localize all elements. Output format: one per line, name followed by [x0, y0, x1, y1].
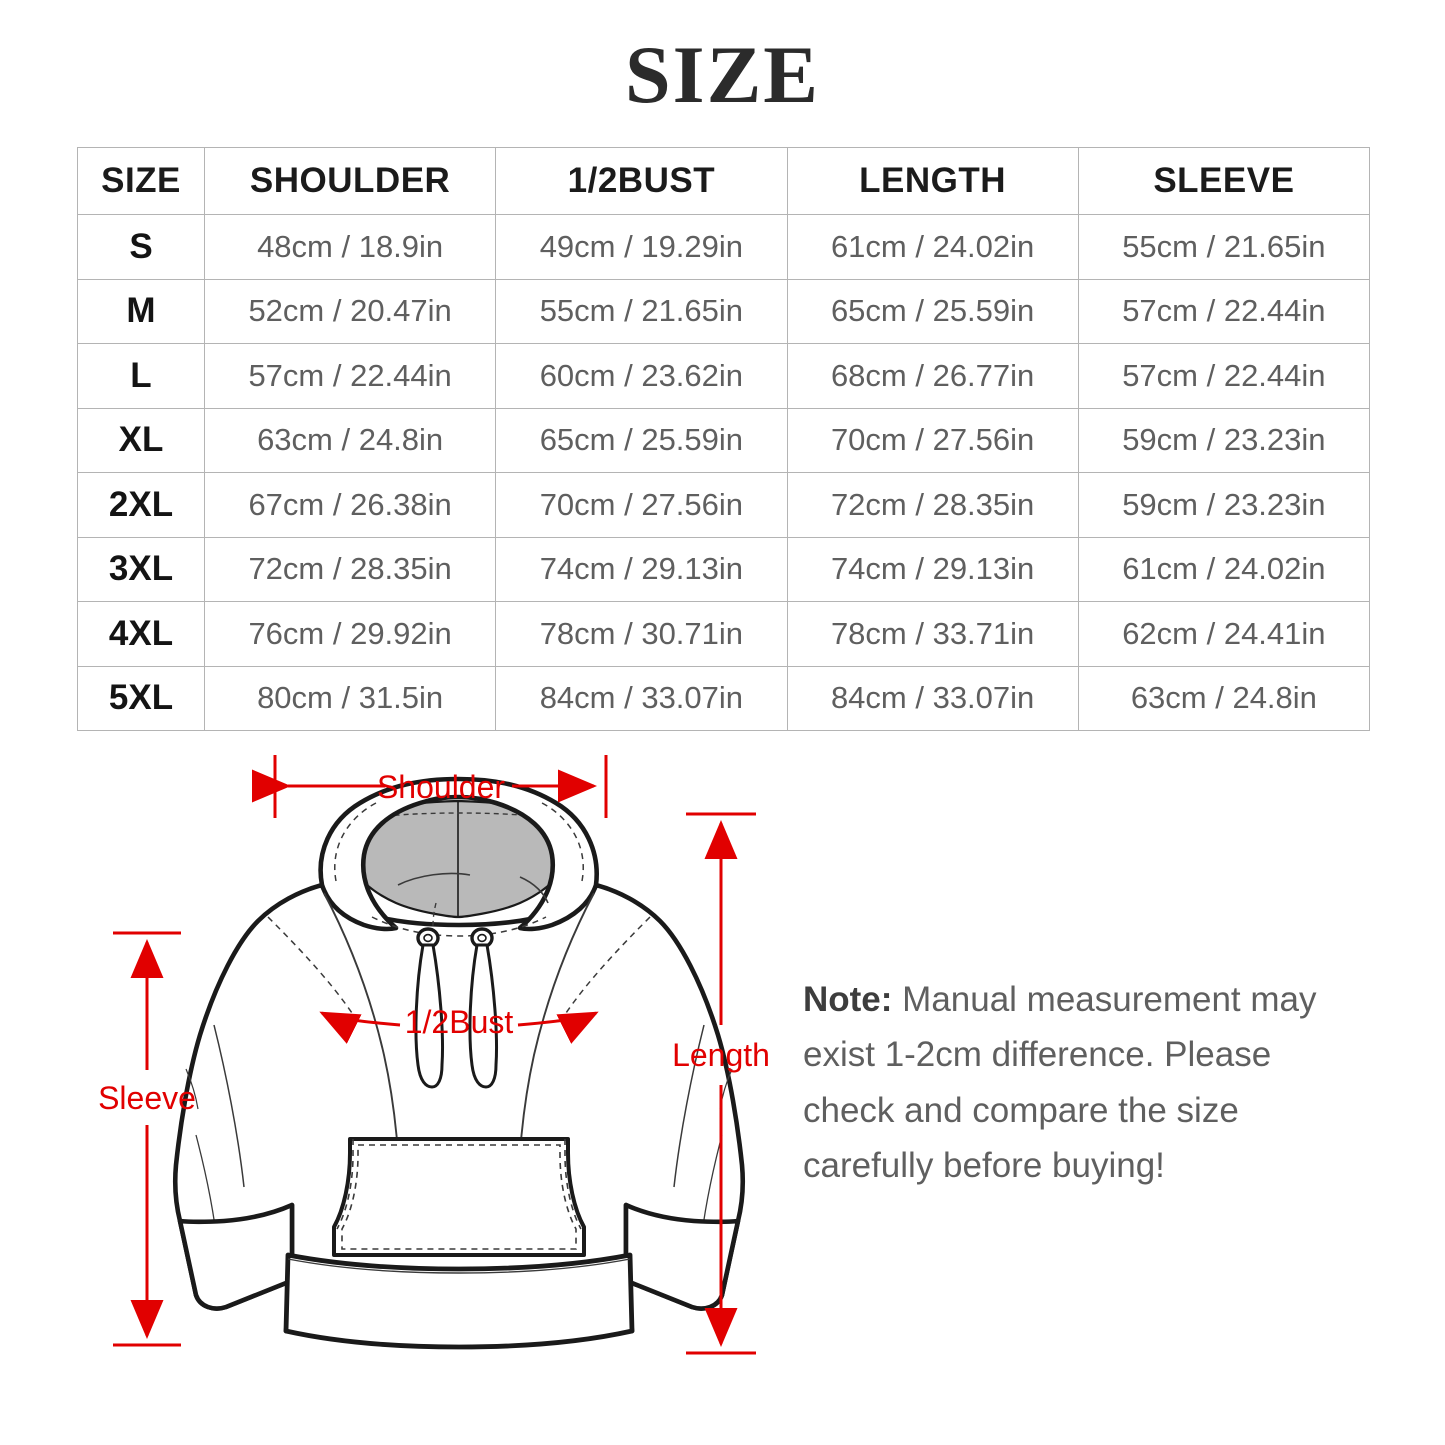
table-header-row: SIZE SHOULDER 1/2BUST LENGTH SLEEVE: [77, 147, 1371, 215]
cell-size: 5XL: [77, 665, 205, 731]
cell-sleeve: 59cm / 23.23in: [1077, 407, 1371, 473]
column-header-bust: 1/2BUST: [495, 147, 788, 215]
measurement-note: Note: Manual measurement may exist 1-2cm…: [803, 972, 1363, 1193]
table-row: XL 63cm / 24.8in 65cm / 25.59in 70cm / 2…: [77, 407, 1371, 473]
table-row: 3XL 72cm / 28.35in 74cm / 29.13in 74cm /…: [77, 536, 1371, 602]
cell-length: 61cm / 24.02in: [786, 214, 1079, 280]
cell-sleeve: 57cm / 22.44in: [1077, 343, 1371, 409]
cell-bust: 60cm / 23.62in: [495, 343, 788, 409]
column-header-length: LENGTH: [786, 147, 1079, 215]
cell-length: 65cm / 25.59in: [786, 278, 1079, 344]
cell-size: 4XL: [77, 601, 205, 667]
cell-sleeve: 57cm / 22.44in: [1077, 278, 1371, 344]
table-row: 5XL 80cm / 31.5in 84cm / 33.07in 84cm / …: [77, 665, 1371, 731]
shoulder-measure-label: Shoulder: [377, 769, 505, 805]
bust-measure-annotation: 1/2Bust: [319, 1004, 599, 1044]
cell-size: 2XL: [77, 472, 205, 538]
cell-size: 3XL: [77, 536, 205, 602]
shoulder-measure-annotation: Shoulder: [252, 755, 608, 818]
sleeve-measure-label: Sleeve: [98, 1080, 196, 1116]
cell-shoulder: 80cm / 31.5in: [203, 665, 497, 731]
bust-measure-label: 1/2Bust: [405, 1004, 514, 1040]
cell-shoulder: 57cm / 22.44in: [203, 343, 497, 409]
table-row: L 57cm / 22.44in 60cm / 23.62in 68cm / 2…: [77, 343, 1371, 409]
cell-length: 70cm / 27.56in: [786, 407, 1079, 473]
cell-bust: 55cm / 21.65in: [495, 278, 788, 344]
length-measure-label: Length: [672, 1037, 770, 1073]
note-lead-label: Note:: [803, 980, 893, 1019]
page-title: SIZE: [625, 29, 820, 120]
cell-length: 78cm / 33.71in: [786, 601, 1079, 667]
cell-length: 84cm / 33.07in: [786, 665, 1079, 731]
cell-bust: 78cm / 30.71in: [495, 601, 788, 667]
cell-sleeve: 59cm / 23.23in: [1077, 472, 1371, 538]
cell-shoulder: 67cm / 26.38in: [203, 472, 497, 538]
table-row: 4XL 76cm / 29.92in 78cm / 30.71in 78cm /…: [77, 601, 1371, 667]
cell-bust: 74cm / 29.13in: [495, 536, 788, 602]
cell-length: 72cm / 28.35in: [786, 472, 1079, 538]
cell-sleeve: 55cm / 21.65in: [1077, 214, 1371, 280]
cell-shoulder: 63cm / 24.8in: [203, 407, 497, 473]
cell-length: 68cm / 26.77in: [786, 343, 1079, 409]
cell-shoulder: 52cm / 20.47in: [203, 278, 497, 344]
table-row: S 48cm / 18.9in 49cm / 19.29in 61cm / 24…: [77, 214, 1371, 280]
cell-size: XL: [77, 407, 205, 473]
length-measure-annotation: Length: [672, 812, 770, 1355]
cell-sleeve: 63cm / 24.8in: [1077, 665, 1371, 731]
column-header-shoulder: SHOULDER: [203, 147, 497, 215]
cell-size: S: [77, 214, 205, 280]
column-header-sleeve: SLEEVE: [1077, 147, 1371, 215]
sleeve-measure-annotation: Sleeve: [98, 931, 196, 1347]
hoodie-measurement-diagram: Shoulder 1/2Bust Length Sleeve: [0, 735, 1445, 1415]
cell-bust: 84cm / 33.07in: [495, 665, 788, 731]
table-row: M 52cm / 20.47in 55cm / 21.65in 65cm / 2…: [77, 278, 1371, 344]
cell-shoulder: 76cm / 29.92in: [203, 601, 497, 667]
column-header-size: SIZE: [77, 147, 205, 215]
cell-sleeve: 61cm / 24.02in: [1077, 536, 1371, 602]
cell-bust: 65cm / 25.59in: [495, 407, 788, 473]
cell-bust: 70cm / 27.56in: [495, 472, 788, 538]
cell-shoulder: 72cm / 28.35in: [203, 536, 497, 602]
cell-size: L: [77, 343, 205, 409]
cell-sleeve: 62cm / 24.41in: [1077, 601, 1371, 667]
hoodie-illustration: [172, 776, 746, 1350]
cell-shoulder: 48cm / 18.9in: [203, 214, 497, 280]
table-row: 2XL 67cm / 26.38in 70cm / 27.56in 72cm /…: [77, 472, 1371, 538]
note-body-text: Manual measurement may exist 1-2cm diffe…: [803, 980, 1317, 1185]
size-chart-table: SIZE SHOULDER 1/2BUST LENGTH SLEEVE S 48…: [77, 147, 1371, 731]
cell-bust: 49cm / 19.29in: [495, 214, 788, 280]
cell-size: M: [77, 278, 205, 344]
cell-length: 74cm / 29.13in: [786, 536, 1079, 602]
